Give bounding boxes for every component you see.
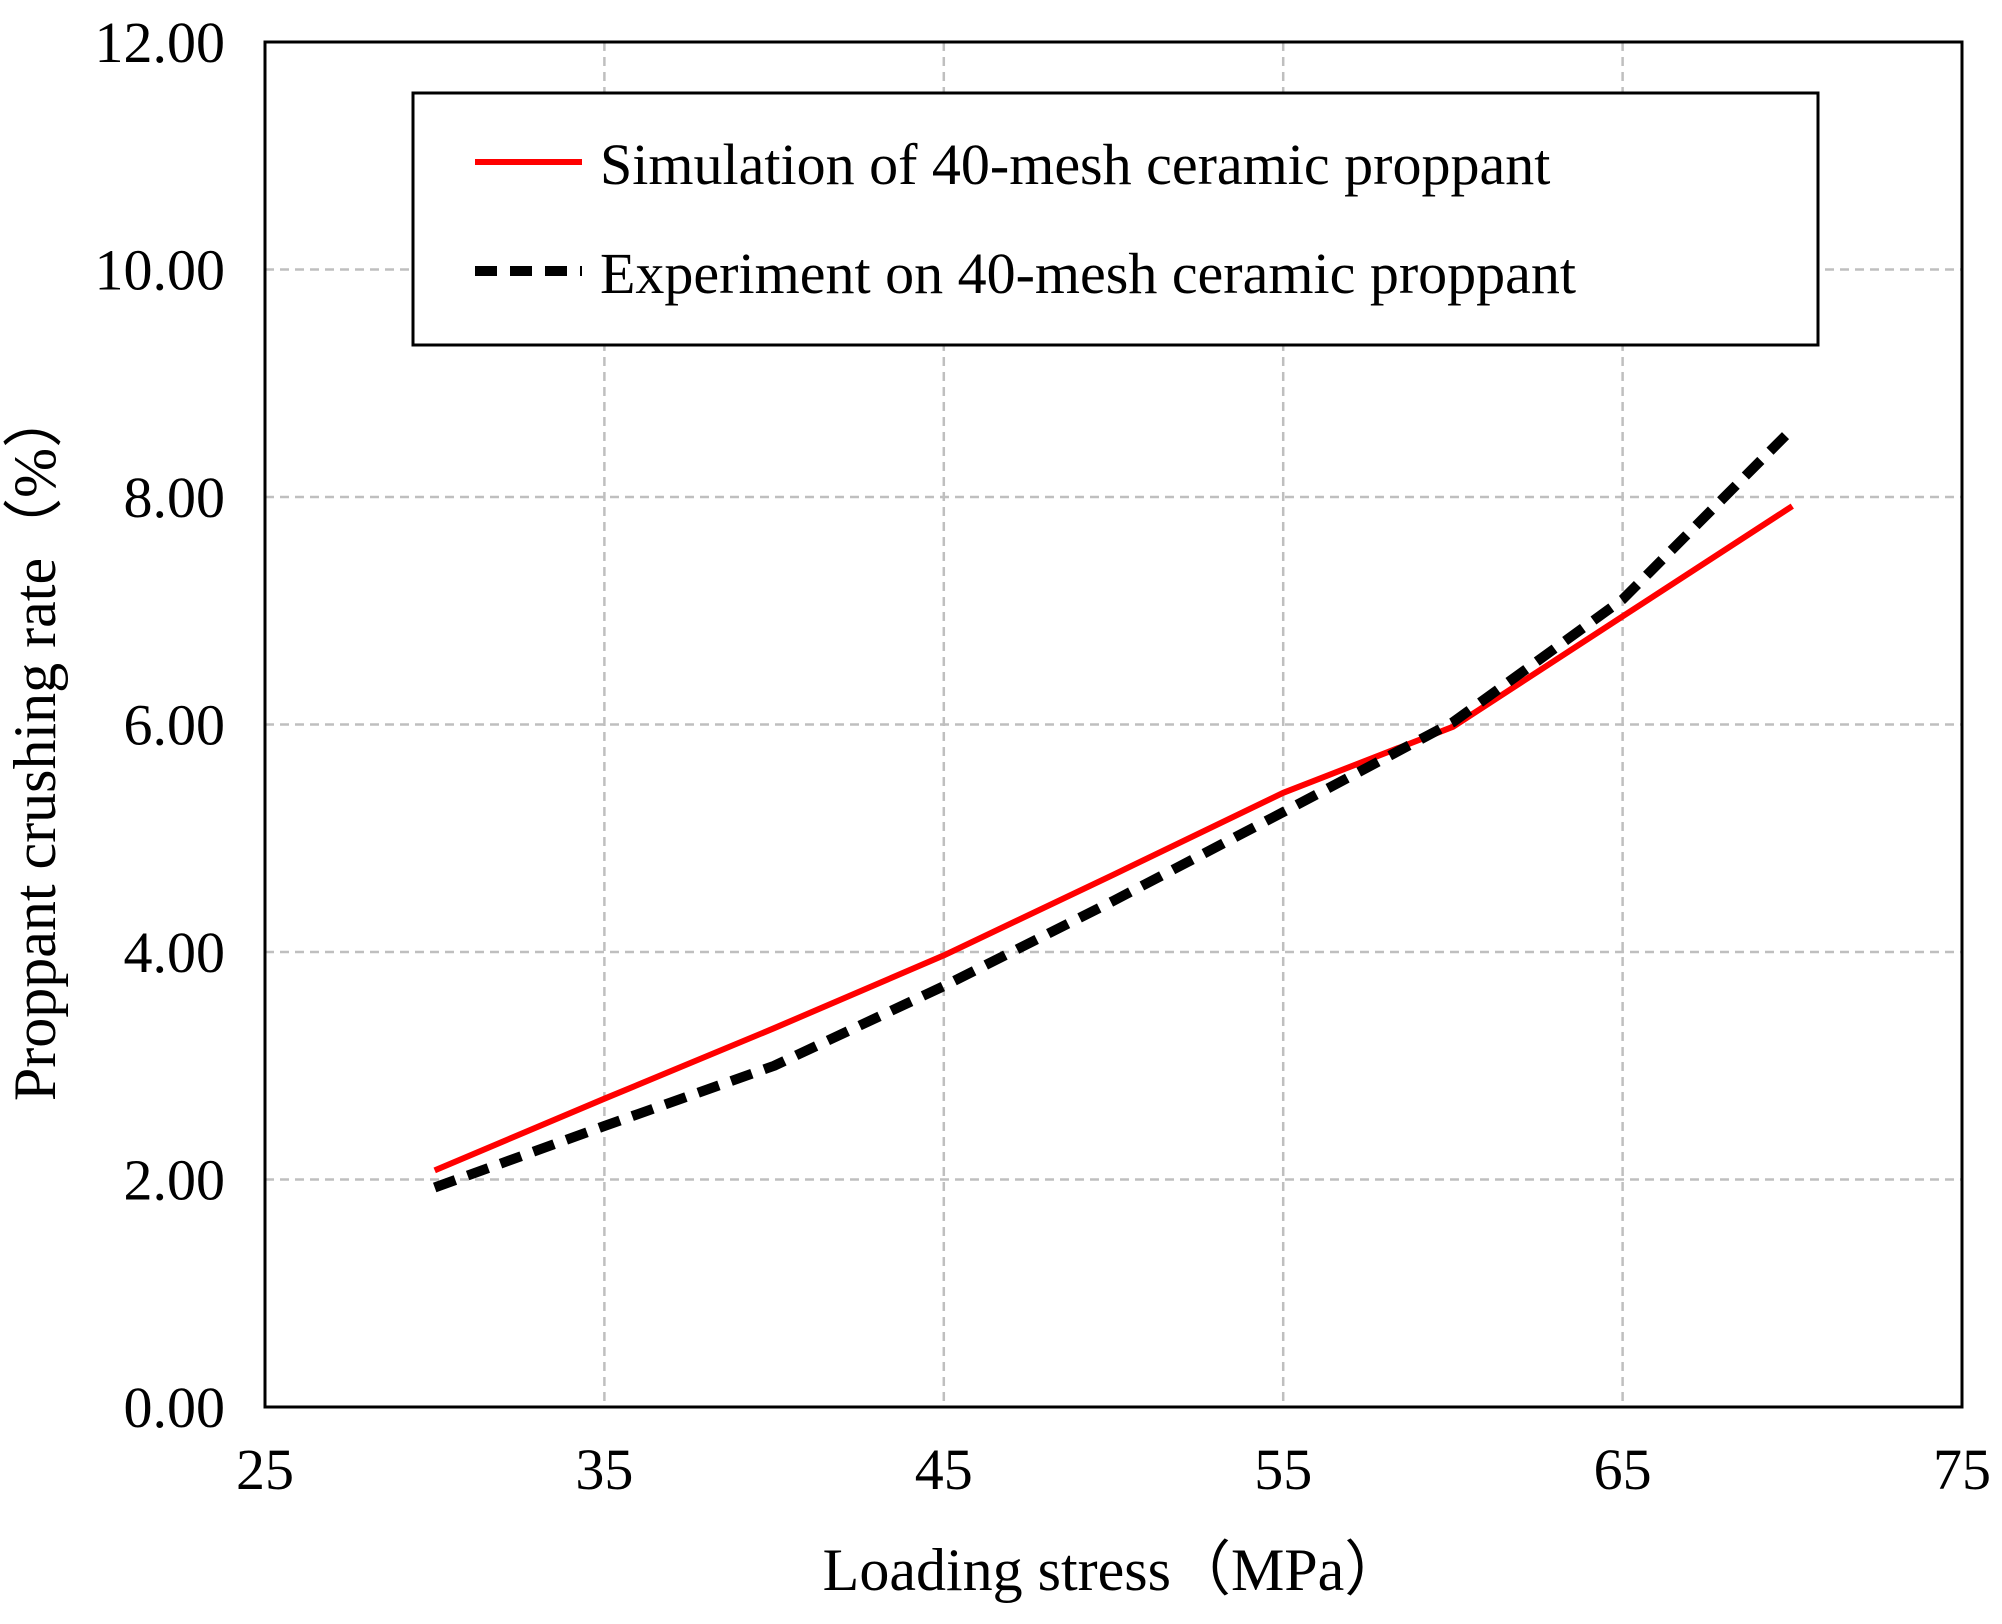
x-tick-label: 25 <box>236 1437 294 1502</box>
x-tick-label: 35 <box>575 1437 633 1502</box>
y-axis-title: Proppant crushing rate（%） <box>2 388 68 1101</box>
x-tick-label: 45 <box>915 1437 973 1502</box>
y-tick-label: 2.00 <box>124 1148 226 1213</box>
y-tick-label: 10.00 <box>95 238 226 303</box>
plot-area-frame <box>263 40 1964 1409</box>
x-tick-label: 55 <box>1254 1437 1312 1502</box>
series-line-simulation <box>433 503 1794 1174</box>
y-tick-label: 0.00 <box>124 1375 226 1440</box>
legend-box <box>411 91 1820 347</box>
x-tick-label: 75 <box>1933 1437 1991 1502</box>
y-axis-ticks: 0.00 2.00 4.00 6.00 8.00 10.00 12.00 <box>95 10 226 1440</box>
y-tick-label: 8.00 <box>124 465 226 530</box>
series-line-experiment <box>432 425 1796 1193</box>
x-axis-title: Loading stress（MPa） <box>823 1537 1405 1603</box>
y-tick-label: 4.00 <box>124 920 226 985</box>
x-tick-label: 65 <box>1594 1437 1652 1502</box>
y-tick-label: 6.00 <box>124 693 226 758</box>
legend: Simulation of 40-mesh ceramic proppant E… <box>411 91 1820 347</box>
series-lines <box>432 425 1796 1193</box>
y-tick-label: 12.00 <box>95 10 226 75</box>
legend-label-simulation: Simulation of 40-mesh ceramic proppant <box>600 132 1550 197</box>
legend-label-experiment: Experiment on 40-mesh ceramic proppant <box>600 241 1576 306</box>
x-axis-ticks: 25 35 45 55 65 75 <box>236 1437 1991 1502</box>
